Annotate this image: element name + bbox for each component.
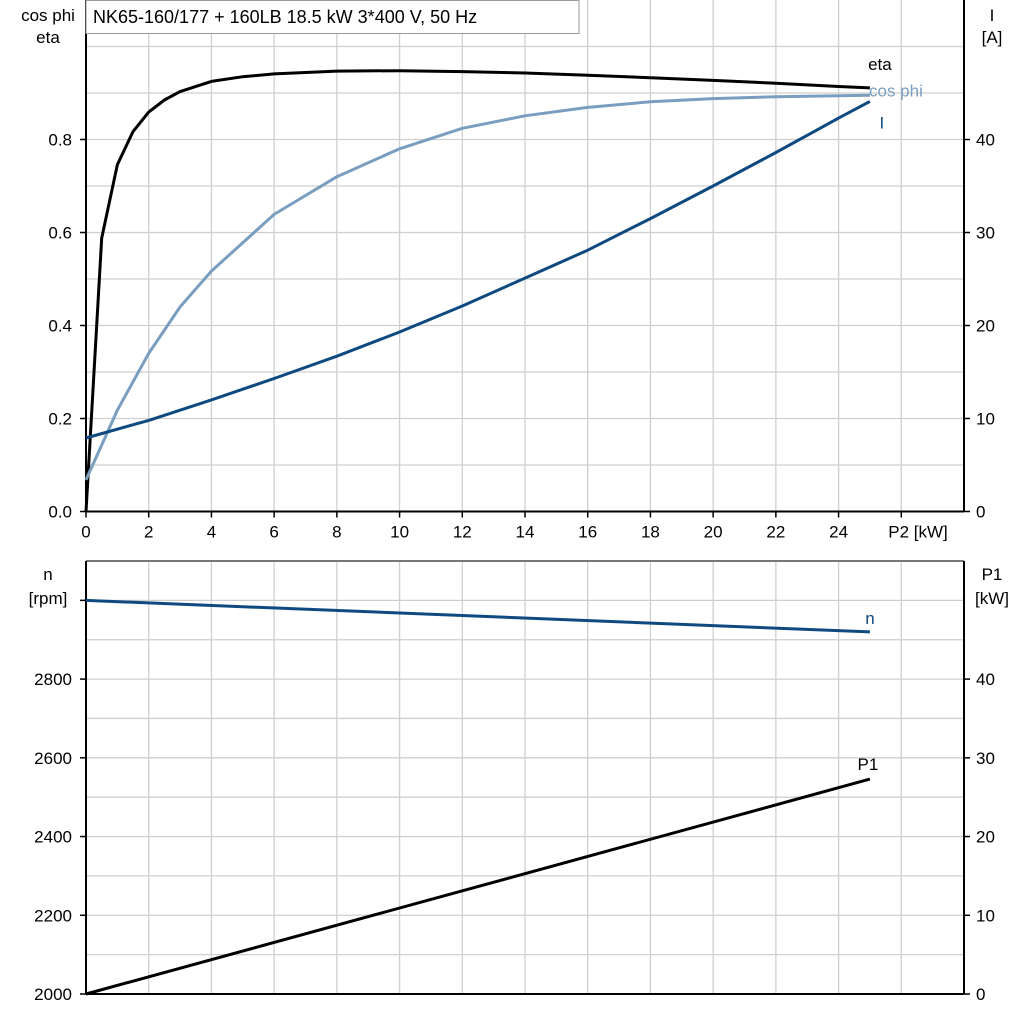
title-box bbox=[85, 0, 580, 34]
y-right-axis-label: [A] bbox=[982, 28, 1003, 47]
series-line-cos-phi bbox=[84, 93, 870, 481]
x-tick-label: 24 bbox=[829, 523, 848, 542]
x-tick-label: 6 bbox=[269, 523, 278, 542]
y-right-tick-label: 40 bbox=[976, 131, 995, 150]
series-label-cos-phi: cos phi bbox=[869, 81, 923, 100]
y-left-tick-label: 2200 bbox=[34, 906, 72, 925]
y-right-tick-label: 40 bbox=[976, 670, 995, 689]
y-right-tick-label: 20 bbox=[976, 828, 995, 847]
y-right-tick-label: 10 bbox=[976, 410, 995, 429]
x-tick-label: 0 bbox=[81, 523, 90, 542]
y-left-axis-label: [rpm] bbox=[29, 589, 68, 608]
x-tick-label: 8 bbox=[332, 523, 341, 542]
series-label-eta: eta bbox=[868, 55, 892, 74]
y-left-tick-label: 2000 bbox=[34, 985, 72, 1004]
y-left-tick-label: 2600 bbox=[34, 749, 72, 768]
x-tick-label: 12 bbox=[453, 523, 472, 542]
y-right-tick-label: 0 bbox=[976, 503, 985, 522]
x-tick-label: 2 bbox=[144, 523, 153, 542]
y-left-tick-label: 0.2 bbox=[48, 410, 72, 429]
y-left-axis-label: n bbox=[43, 565, 52, 584]
y-left-tick-label: 2800 bbox=[34, 670, 72, 689]
series-line-n bbox=[85, 598, 870, 634]
x-axis-label: P2 [kW] bbox=[888, 523, 948, 542]
y-left-tick-label: 0.4 bbox=[48, 317, 72, 336]
y-left-tick-label: 2400 bbox=[34, 828, 72, 847]
series-label-I: I bbox=[880, 113, 885, 132]
y-right-tick-label: 30 bbox=[976, 224, 995, 243]
series-line-I bbox=[85, 100, 871, 440]
y-right-axis-label: P1 bbox=[982, 565, 1003, 584]
x-tick-label: 20 bbox=[704, 523, 723, 542]
y-right-axis-label: I bbox=[990, 6, 995, 25]
y-left-axis-label: eta bbox=[36, 28, 60, 47]
series-line-P1 bbox=[85, 777, 871, 996]
x-tick-label: 4 bbox=[207, 523, 216, 542]
chart-title: NK65-160/177 + 160LB 18.5 kW 3*400 V, 50… bbox=[93, 7, 477, 27]
y-left-axis-label: cos phi bbox=[21, 6, 75, 25]
series-label-n: n bbox=[865, 609, 874, 628]
y-left-tick-label: 0.0 bbox=[48, 503, 72, 522]
x-tick-label: 22 bbox=[766, 523, 785, 542]
y-left-tick-label: 0.6 bbox=[48, 224, 72, 243]
y-right-tick-label: 20 bbox=[976, 317, 995, 336]
x-tick-label: 16 bbox=[578, 523, 597, 542]
y-left-tick-label: 0.8 bbox=[48, 131, 72, 150]
x-tick-label: 10 bbox=[390, 523, 409, 542]
y-right-tick-label: 0 bbox=[976, 985, 985, 1004]
series-label-P1: P1 bbox=[858, 755, 879, 774]
x-tick-label: 14 bbox=[516, 523, 535, 542]
y-right-tick-label: 30 bbox=[976, 749, 995, 768]
y-right-tick-label: 10 bbox=[976, 906, 995, 925]
series-line-eta bbox=[84, 69, 870, 512]
y-right-axis-label: [kW] bbox=[975, 589, 1009, 608]
x-tick-label: 18 bbox=[641, 523, 660, 542]
